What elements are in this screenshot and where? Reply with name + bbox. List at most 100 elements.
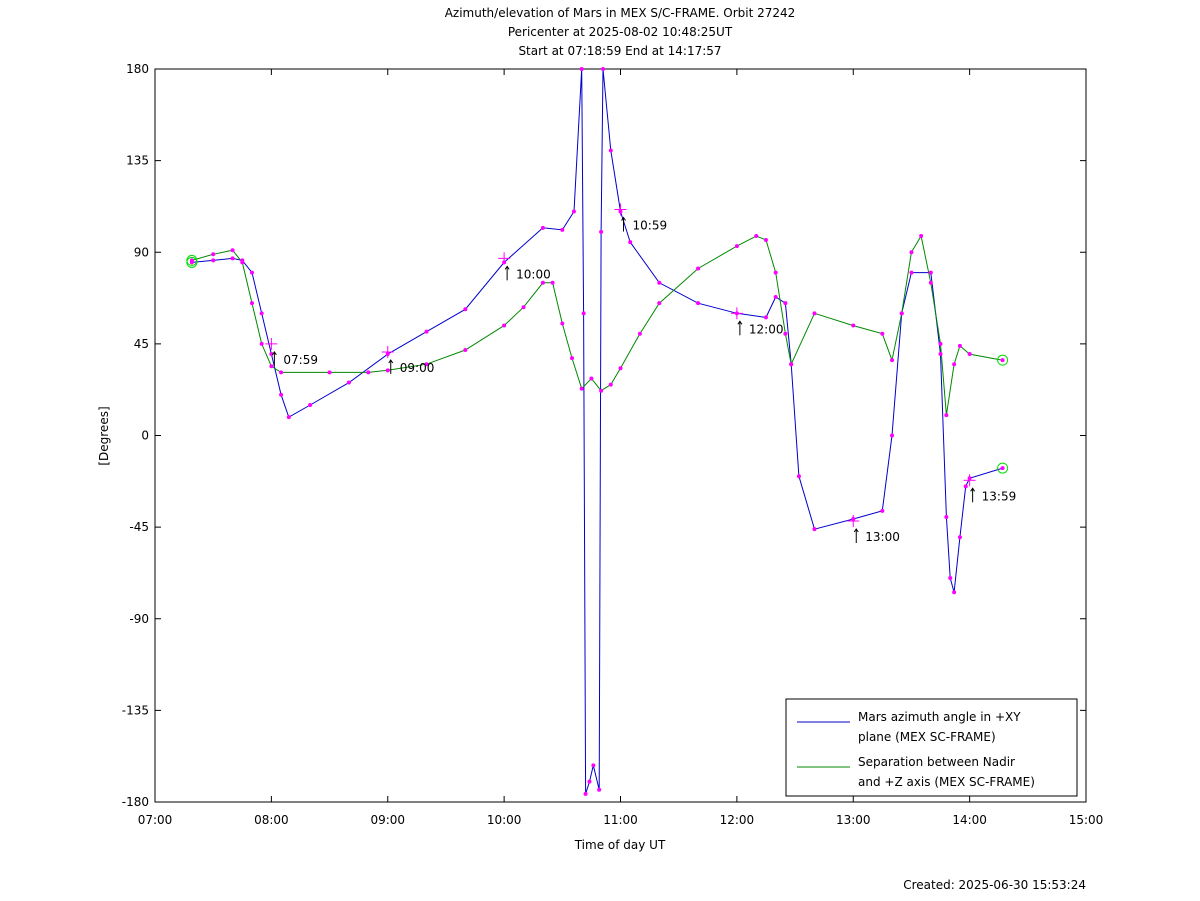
hour-label: 09:00 [400, 361, 435, 375]
data-point [948, 576, 953, 581]
x-tick-label: 15:00 [1069, 813, 1104, 827]
data-point [773, 295, 778, 300]
data-point [890, 433, 895, 438]
data-point [963, 484, 968, 489]
data-point [579, 67, 584, 71]
data-point [385, 368, 390, 373]
data-point [601, 67, 606, 71]
x-tick-label: 11:00 [603, 813, 638, 827]
x-tick-label: 09:00 [370, 813, 405, 827]
data-point [763, 315, 768, 320]
hour-label: 07:59 [283, 353, 318, 367]
data-point [938, 341, 943, 346]
data-point [618, 366, 623, 371]
data-point [279, 392, 284, 397]
data-point [952, 590, 957, 595]
data-point [540, 225, 545, 230]
data-point [366, 370, 371, 375]
hour-label: 10:59 [633, 218, 668, 232]
data-point [240, 260, 245, 265]
y-tick-label: -45 [129, 520, 149, 534]
data-point [696, 301, 701, 306]
data-point [734, 244, 739, 249]
y-tick-label: -135 [122, 703, 149, 717]
x-tick-label: 10:00 [487, 813, 522, 827]
data-point [581, 311, 586, 316]
data-point [909, 250, 914, 255]
data-point [696, 266, 701, 271]
data-point [571, 209, 576, 214]
hour-label: 13:59 [982, 489, 1017, 503]
hour-arrow-head [853, 528, 859, 533]
data-point [851, 323, 856, 328]
x-tick-label: 12:00 [720, 813, 755, 827]
y-tick-label: -180 [122, 795, 149, 809]
data-point [957, 535, 962, 540]
hour-label: 10:00 [516, 267, 551, 281]
data-point [587, 779, 592, 784]
legend-label-azimuth-2: plane (MEX SC-FRAME) [858, 730, 996, 744]
y-axis-label: [Degrees] [97, 406, 111, 465]
data-point [1000, 358, 1005, 363]
data-point [796, 474, 801, 479]
created-timestamp: Created: 2025-06-30 15:53:24 [903, 878, 1086, 892]
hour-label: 13:00 [865, 530, 900, 544]
data-point [789, 362, 794, 367]
data-point [550, 280, 555, 285]
data-point [812, 311, 817, 316]
data-point [540, 280, 545, 285]
x-tick-label: 13:00 [836, 813, 871, 827]
data-point [269, 364, 274, 369]
data-point [628, 240, 633, 245]
data-point [944, 413, 949, 418]
data-point [657, 301, 662, 306]
data-point [928, 280, 933, 285]
data-point [608, 148, 613, 153]
hour-arrow-head [621, 216, 626, 221]
data-point [591, 763, 596, 768]
x-axis-label: Time of day UT [574, 838, 666, 852]
title-line-1: Azimuth/elevation of Mars in MEX S/C-FRA… [445, 6, 796, 20]
data-point [327, 370, 332, 375]
plot-area [154, 68, 1087, 803]
data-point [346, 380, 351, 385]
data-point [259, 341, 264, 346]
data-point [249, 301, 254, 306]
axis-ticks: 07:00 08:00 09:00 10:00 11:00 12:00 13:00 14:00… [122, 62, 1104, 827]
data-point [211, 252, 216, 257]
data-point [967, 352, 972, 357]
data-markers [186, 67, 1009, 796]
legend-label-separation-2: and +Z axis (MEX SC-FRAME) [858, 775, 1035, 789]
data-point [599, 229, 604, 234]
hour-label: 12:00 [749, 322, 784, 336]
hour-arrow-head [271, 350, 277, 356]
data-point [521, 305, 526, 310]
y-tick-label: 45 [134, 337, 149, 351]
title-line-2: Pericenter at 2025-08-02 10:48:25UT [508, 25, 733, 39]
data-point [754, 233, 759, 238]
y-tick-label: 90 [134, 245, 149, 259]
legend-label-azimuth-1: Mars azimuth angle in +XY [858, 710, 1021, 724]
endpoint-circle [186, 254, 198, 266]
data-point [308, 402, 313, 407]
data-point [560, 227, 565, 232]
data-point [269, 352, 274, 357]
x-tick-label: 07:00 [138, 813, 173, 827]
hour-arrow-head [388, 359, 394, 364]
data-point [1000, 466, 1005, 471]
data-point [783, 331, 788, 336]
data-point [463, 307, 468, 312]
data-point [560, 321, 565, 326]
data-point [463, 347, 468, 352]
data-point [763, 238, 768, 243]
data-point [952, 362, 957, 367]
y-tick-label: 0 [141, 429, 149, 443]
data-point [259, 311, 264, 316]
data-point [880, 331, 885, 336]
data-point [773, 270, 778, 275]
data-point [890, 358, 895, 363]
y-tick-label: 135 [126, 154, 149, 168]
data-point [230, 256, 235, 261]
data-point [589, 376, 594, 381]
hour-arrow-head [737, 320, 743, 325]
